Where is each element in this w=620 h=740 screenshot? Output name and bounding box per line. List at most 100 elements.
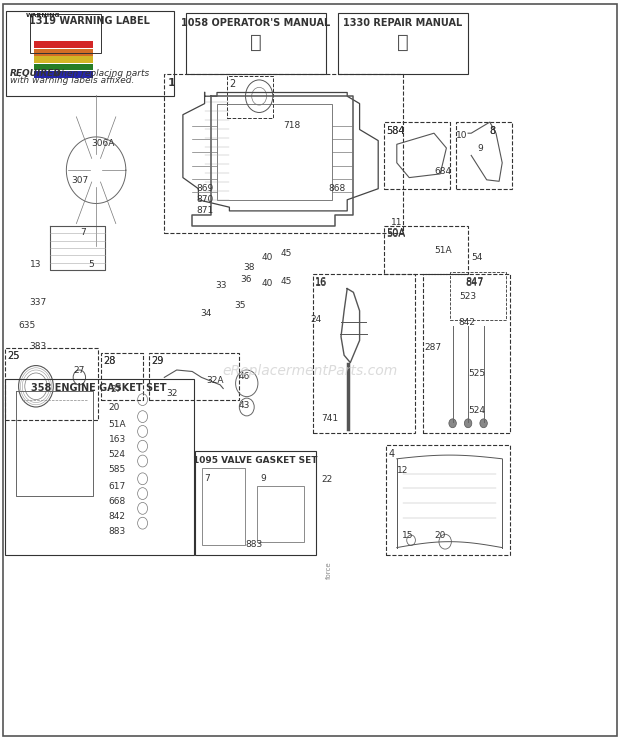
- Text: 45: 45: [280, 277, 291, 286]
- Text: REQUIRED: REQUIRED: [10, 69, 61, 78]
- Text: 27: 27: [110, 385, 122, 394]
- Text: 📖: 📖: [250, 33, 262, 53]
- Text: 585: 585: [108, 465, 126, 474]
- Bar: [34, 41, 93, 48]
- Bar: [202, 468, 245, 545]
- Text: 1058 OPERATOR'S MANUAL: 1058 OPERATOR'S MANUAL: [181, 18, 330, 28]
- Text: when replacing parts: when replacing parts: [51, 69, 149, 78]
- Text: 5: 5: [88, 260, 94, 269]
- Text: 306A: 306A: [92, 139, 115, 148]
- Text: 36: 36: [241, 275, 252, 284]
- Text: 46: 46: [239, 372, 250, 381]
- Bar: [164, 74, 403, 233]
- Bar: [384, 226, 468, 274]
- Text: 684: 684: [434, 166, 451, 175]
- Text: 287: 287: [425, 343, 442, 352]
- Text: 869: 869: [197, 184, 214, 193]
- Bar: [217, 104, 332, 200]
- Text: 4: 4: [388, 449, 394, 460]
- Text: 12: 12: [397, 466, 408, 475]
- Text: 50A: 50A: [386, 228, 405, 238]
- Text: 10: 10: [456, 131, 467, 140]
- Text: 22: 22: [322, 475, 333, 484]
- Text: 28: 28: [103, 356, 115, 366]
- Bar: [5, 348, 98, 420]
- Text: 9: 9: [477, 144, 483, 153]
- Bar: [450, 272, 506, 320]
- Text: 34: 34: [200, 309, 211, 317]
- Text: 525: 525: [468, 369, 485, 377]
- Bar: [149, 353, 239, 400]
- Text: 15: 15: [402, 531, 414, 540]
- Text: 847: 847: [465, 277, 484, 287]
- Bar: [423, 274, 510, 433]
- Text: 383: 383: [30, 342, 47, 351]
- Text: 7: 7: [205, 474, 210, 482]
- Text: 584: 584: [386, 126, 405, 136]
- Text: 635: 635: [19, 321, 36, 330]
- Text: 871: 871: [197, 206, 214, 215]
- Bar: [384, 122, 450, 189]
- Text: 20: 20: [108, 403, 120, 412]
- Text: 54: 54: [471, 253, 482, 262]
- Bar: [227, 76, 273, 118]
- Text: 883: 883: [108, 527, 126, 536]
- Bar: [186, 13, 326, 74]
- Text: 847: 847: [465, 278, 484, 288]
- Text: force: force: [326, 561, 332, 579]
- Bar: [34, 71, 93, 78]
- Text: 358 ENGINE GASKET SET: 358 ENGINE GASKET SET: [32, 383, 167, 394]
- Text: 32A: 32A: [206, 376, 224, 385]
- Text: 43: 43: [239, 401, 250, 410]
- Text: 1319 WARNING LABEL: 1319 WARNING LABEL: [30, 16, 150, 27]
- Text: 883: 883: [245, 540, 262, 549]
- Text: 868: 868: [329, 184, 346, 192]
- Bar: [34, 56, 93, 63]
- Text: 35: 35: [234, 301, 246, 310]
- Text: 32: 32: [166, 388, 177, 397]
- Text: 8: 8: [490, 126, 496, 136]
- Bar: [456, 122, 512, 189]
- Text: 11: 11: [391, 218, 402, 226]
- Circle shape: [449, 419, 456, 428]
- Text: 1: 1: [167, 78, 175, 88]
- Text: 1095 VALVE GASKET SET: 1095 VALVE GASKET SET: [193, 456, 317, 465]
- Text: 25: 25: [7, 351, 20, 361]
- Text: 33: 33: [216, 281, 228, 290]
- Text: eReplacermentParts.com: eReplacermentParts.com: [223, 365, 397, 378]
- Bar: [313, 274, 415, 433]
- Bar: [386, 445, 510, 555]
- Text: 842: 842: [459, 318, 476, 327]
- Text: 9: 9: [260, 474, 266, 482]
- Text: 337: 337: [30, 298, 47, 307]
- Bar: [101, 353, 143, 400]
- Text: 2: 2: [229, 79, 236, 90]
- Bar: [5, 379, 194, 555]
- Text: 13: 13: [30, 260, 42, 269]
- Text: 29: 29: [151, 356, 164, 366]
- Text: 7: 7: [81, 228, 86, 237]
- Text: 741: 741: [321, 414, 339, 423]
- Text: 524: 524: [108, 450, 125, 459]
- Text: 842: 842: [108, 512, 125, 521]
- Bar: [34, 49, 93, 56]
- Text: 51A: 51A: [108, 420, 126, 429]
- Text: 24: 24: [310, 314, 321, 323]
- Text: 8: 8: [490, 126, 496, 136]
- Circle shape: [480, 419, 487, 428]
- Bar: [6, 11, 174, 96]
- Text: 523: 523: [459, 292, 476, 301]
- Text: 28: 28: [103, 356, 115, 366]
- Text: 718: 718: [283, 121, 301, 130]
- Circle shape: [464, 419, 472, 428]
- Text: 16: 16: [315, 278, 327, 288]
- Text: 16: 16: [315, 277, 327, 287]
- Text: 40: 40: [262, 279, 273, 288]
- Bar: [257, 486, 304, 542]
- Text: 870: 870: [197, 195, 214, 204]
- Text: 668: 668: [108, 497, 126, 506]
- Bar: [338, 13, 468, 74]
- Text: 27: 27: [73, 366, 84, 375]
- Text: 617: 617: [108, 482, 126, 491]
- Text: 📖: 📖: [397, 33, 409, 53]
